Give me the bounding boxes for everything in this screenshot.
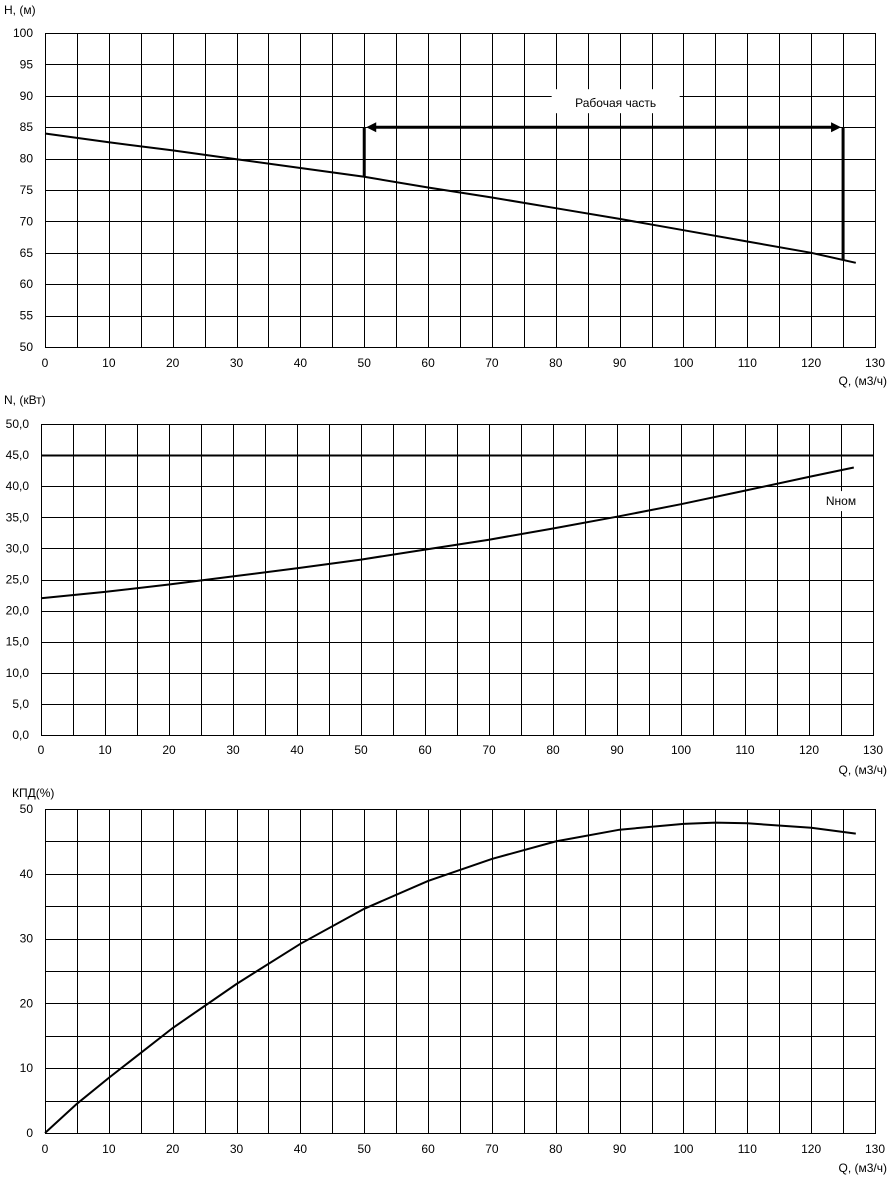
- power-chart: 0 10 20 30 40 50 60 70 80 90 100 110 120 130 0,0 5,0 10,…: [4, 393, 887, 777]
- x-tick-label: 10: [102, 356, 116, 370]
- x-tick-label: 30: [230, 356, 244, 370]
- x-tick-label: 20: [162, 743, 176, 757]
- x-tick-label: 90: [613, 356, 627, 370]
- x-tick-label: 100: [671, 743, 691, 757]
- y-axis-label: H, (м): [4, 3, 36, 17]
- y-tick-label: 30,0: [6, 541, 30, 555]
- x-tick-label: 110: [738, 356, 757, 370]
- x-tick-label: 110: [738, 1142, 757, 1156]
- y-tick-label: 75: [20, 183, 34, 197]
- y-tick-label: 40,0: [6, 479, 30, 493]
- range-arrow-left: [366, 122, 377, 133]
- x-tick-label: 70: [485, 1142, 499, 1156]
- grid: [45, 809, 875, 1133]
- x-tick-label: 120: [801, 1142, 821, 1156]
- x-tick-label: 40: [294, 356, 308, 370]
- y-tick-label: 35,0: [6, 510, 30, 524]
- y-tick-label: 40: [20, 867, 34, 881]
- head-chart: 0 10 20 30 40 50 60 70 80 90 100 110 120 130 50 55 60 65 7…: [4, 3, 887, 388]
- x-tick-label: 50: [358, 356, 372, 370]
- y-tick-label: 50,0: [6, 417, 30, 431]
- annotation-label: Рабочая часть: [575, 96, 656, 110]
- y-tick-label: 90: [20, 89, 34, 103]
- x-tick-label: 110: [735, 743, 754, 757]
- y-tick-label: 50: [20, 340, 34, 354]
- x-tick-label: 80: [549, 1142, 563, 1156]
- x-tick-label: 0: [42, 356, 49, 370]
- range-arrow-right: [831, 122, 842, 133]
- x-tick-label: 90: [613, 1142, 627, 1156]
- x-axis-label: Q, (м3/ч): [838, 374, 887, 388]
- y-tick-label: 20: [20, 996, 34, 1010]
- x-tick-label: 60: [421, 356, 435, 370]
- x-tick-label: 130: [865, 1142, 885, 1156]
- x-tick-label: 70: [485, 356, 499, 370]
- x-tick-label: 100: [673, 1142, 693, 1156]
- y-tick-label: 20,0: [6, 604, 30, 618]
- plot-frame: [45, 809, 876, 1134]
- x-tick-label: 130: [865, 356, 885, 370]
- y-tick-label: 45,0: [6, 448, 30, 462]
- x-tick-label: 100: [673, 356, 693, 370]
- plot-frame: [45, 33, 876, 348]
- series-line-0: [40, 466, 855, 600]
- series-line-0: [44, 132, 857, 264]
- x-tick-label: 120: [799, 743, 819, 757]
- x-tick-label: 30: [230, 1142, 244, 1156]
- y-tick-label: 60: [20, 277, 34, 291]
- y-tick-label: 10,0: [6, 666, 30, 680]
- x-tick-label: 10: [102, 1142, 116, 1156]
- y-tick-label: 0: [26, 1126, 33, 1140]
- x-tick-label: 70: [482, 743, 496, 757]
- y-tick-label: 70: [20, 214, 34, 228]
- grid: [45, 33, 875, 347]
- reference-line-label: Nном: [826, 494, 856, 508]
- x-tick-label: 50: [358, 1142, 372, 1156]
- y-tick-label: 80: [20, 152, 34, 166]
- x-tick-label: 40: [294, 1142, 308, 1156]
- y-tick-label: 65: [20, 246, 34, 260]
- annotation-label-background: [551, 89, 680, 114]
- x-tick-label: 20: [166, 1142, 180, 1156]
- working-range-annotation: Рабочая часть: [362, 89, 845, 261]
- y-tick-label: 30: [20, 932, 34, 946]
- x-axis-label: Q, (м3/ч): [838, 763, 887, 777]
- y-tick-label: 85: [20, 120, 34, 134]
- y-tick-label: 55: [20, 309, 34, 323]
- grid: [41, 424, 873, 735]
- reference-label-background: [815, 491, 867, 512]
- y-axis-label: N, (кВт): [4, 393, 46, 407]
- y-tick-label: 15,0: [6, 635, 30, 649]
- plot-frame: [41, 424, 874, 736]
- x-tick-label: 60: [418, 743, 432, 757]
- x-tick-label: 80: [546, 743, 560, 757]
- y-tick-label: 50: [20, 802, 34, 816]
- efficiency-chart: 0 10 20 30 40 50 60 70 80 90 100 110 120 130 0 10 20 30 40…: [12, 786, 887, 1175]
- x-tick-label: 80: [549, 356, 563, 370]
- x-tick-label: 0: [38, 743, 45, 757]
- x-tick-label: 40: [290, 743, 304, 757]
- x-tick-label: 20: [166, 356, 180, 370]
- y-tick-label: 0,0: [12, 728, 29, 742]
- y-axis-label: КПД(%): [12, 786, 54, 800]
- x-tick-label: 0: [42, 1142, 49, 1156]
- x-tick-label: 30: [226, 743, 240, 757]
- y-tick-label: 5,0: [12, 697, 29, 711]
- x-tick-label: 60: [421, 1142, 435, 1156]
- x-tick-label: 120: [801, 356, 821, 370]
- y-tick-label: 95: [20, 57, 34, 71]
- series-line-0: [44, 821, 856, 1134]
- x-tick-label: 10: [98, 743, 112, 757]
- x-axis-label: Q, (м3/ч): [838, 1161, 887, 1175]
- x-tick-label: 90: [610, 743, 624, 757]
- y-tick-label: 10: [20, 1061, 34, 1075]
- y-tick-label: 100: [13, 26, 33, 40]
- x-tick-label: 50: [354, 743, 368, 757]
- y-tick-label: 25,0: [6, 573, 30, 587]
- x-tick-label: 130: [863, 743, 883, 757]
